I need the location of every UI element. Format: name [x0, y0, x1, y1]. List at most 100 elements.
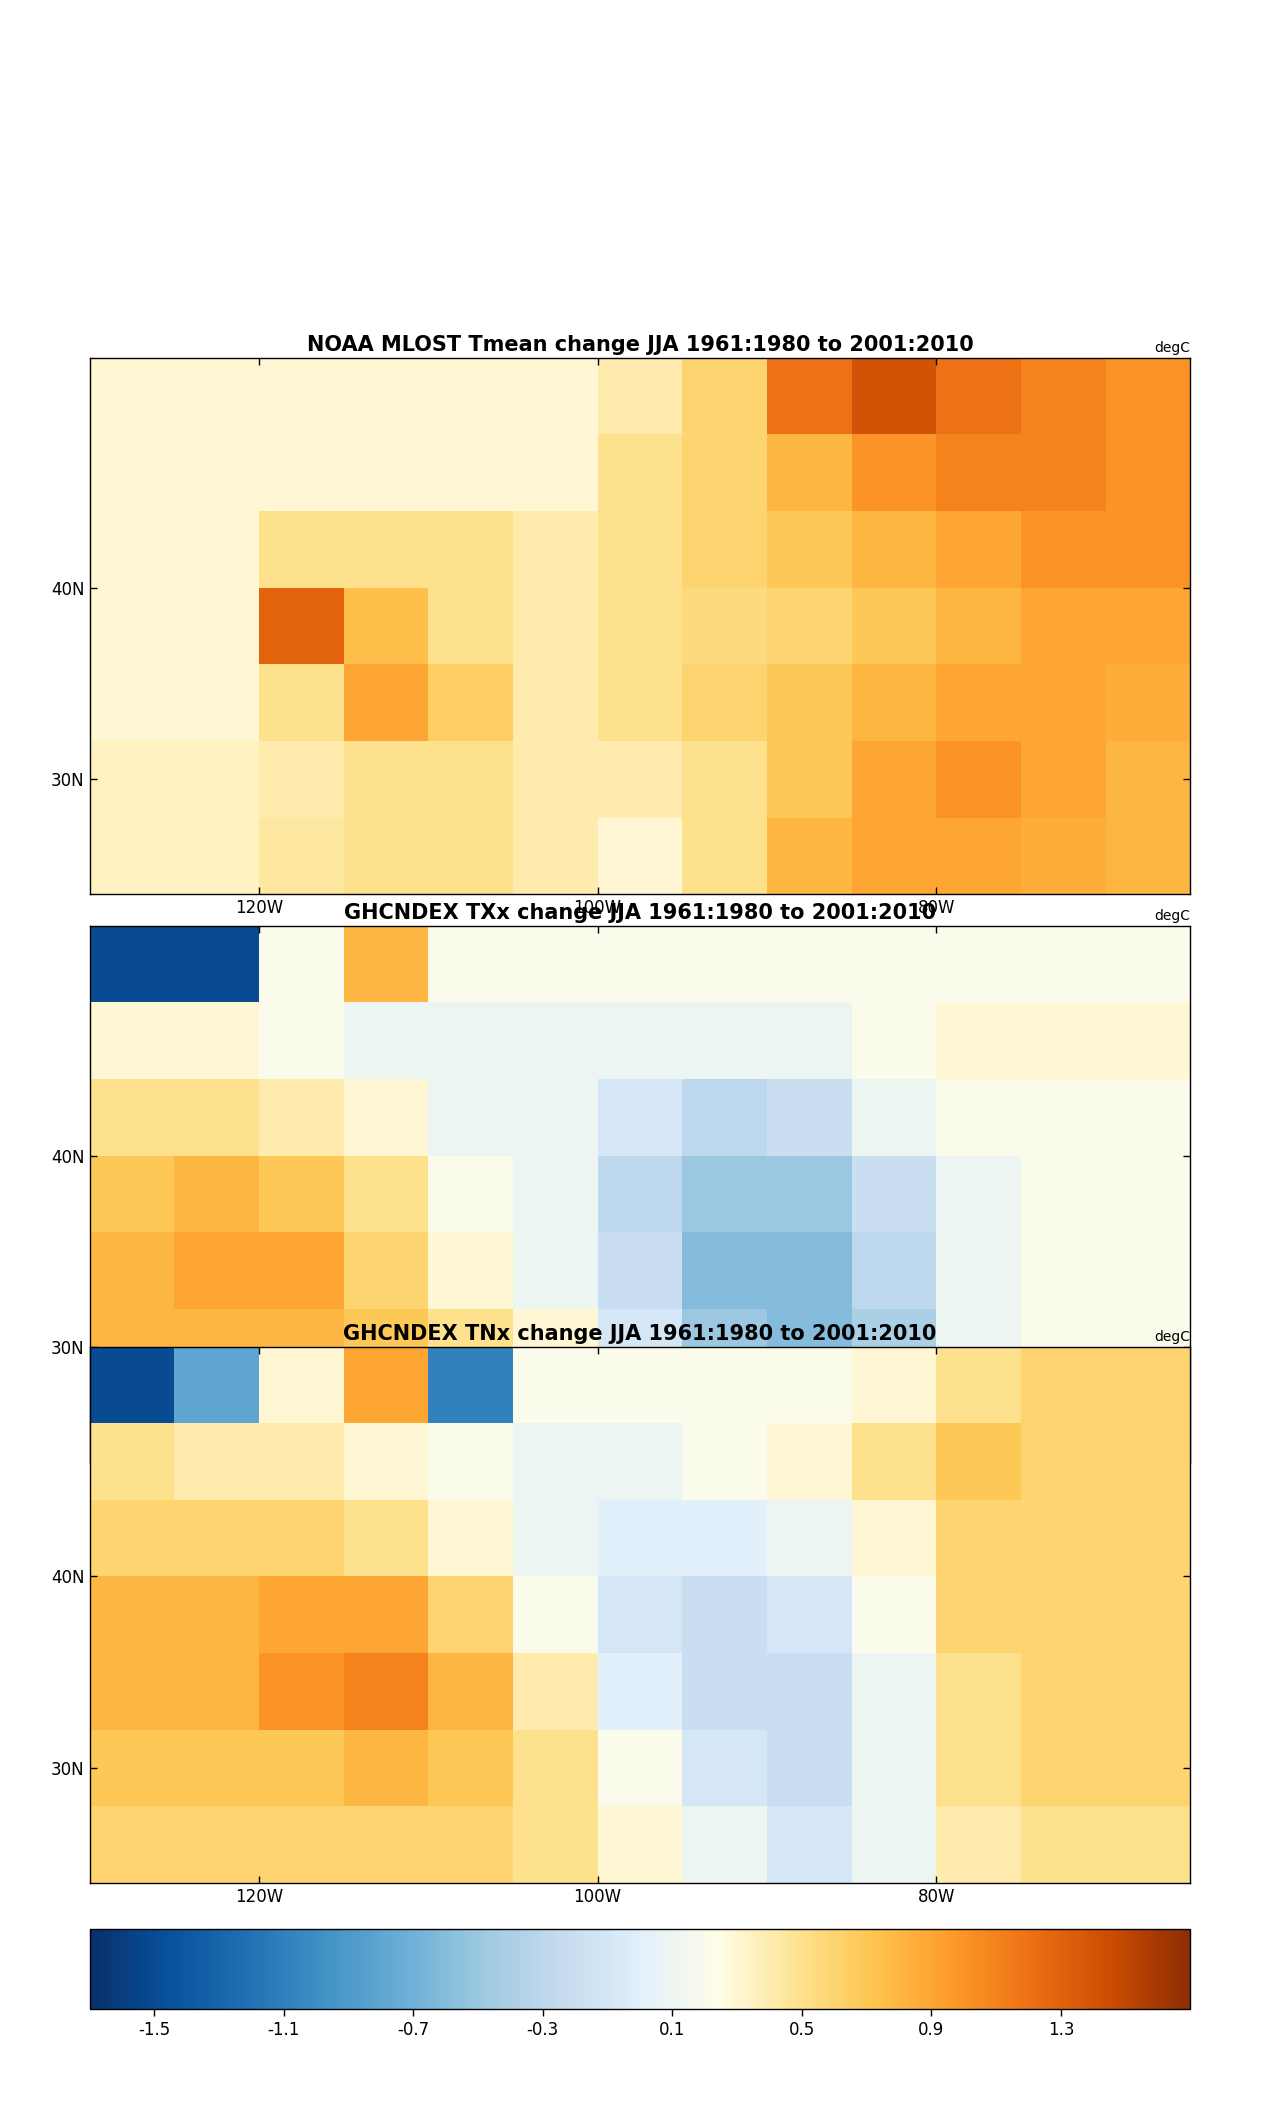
Bar	[174, 665, 259, 741]
Bar	[598, 1079, 682, 1155]
Bar	[682, 1807, 767, 1883]
Bar	[1106, 665, 1190, 741]
Bar	[174, 1079, 259, 1155]
Bar	[174, 358, 259, 433]
Bar	[682, 818, 767, 894]
Bar	[429, 1500, 513, 1576]
Bar	[1021, 1155, 1106, 1233]
Bar	[682, 741, 767, 818]
Bar	[513, 1729, 598, 1807]
Bar	[259, 1002, 343, 1079]
Bar	[174, 1233, 259, 1309]
Bar	[767, 433, 851, 511]
Bar	[174, 818, 259, 894]
Bar	[429, 665, 513, 741]
Bar	[1106, 1309, 1190, 1387]
Bar	[598, 1807, 682, 1883]
Bar	[513, 1233, 598, 1309]
Bar	[174, 1155, 259, 1233]
Bar	[1021, 1309, 1106, 1387]
Bar	[174, 433, 259, 511]
Bar	[259, 1500, 343, 1576]
Text: degC: degC	[1155, 341, 1190, 356]
Bar	[937, 1500, 1021, 1576]
Bar	[851, 1347, 937, 1422]
Bar	[259, 1347, 343, 1422]
Bar	[174, 741, 259, 818]
Bar	[767, 1233, 851, 1309]
Bar	[429, 587, 513, 665]
Bar	[174, 1347, 259, 1422]
Bar	[598, 358, 682, 433]
Bar	[1106, 433, 1190, 511]
Bar	[937, 1729, 1021, 1807]
Bar	[767, 358, 851, 433]
Bar	[174, 1422, 259, 1500]
Bar	[174, 926, 259, 1002]
Bar	[851, 1155, 937, 1233]
Bar	[598, 1387, 682, 1462]
Bar	[851, 1002, 937, 1079]
Bar	[682, 511, 767, 587]
Bar	[1106, 358, 1190, 433]
Bar	[343, 358, 429, 433]
Bar	[1021, 511, 1106, 587]
Bar	[851, 1576, 937, 1654]
Bar	[343, 1155, 429, 1233]
Bar	[682, 433, 767, 511]
Bar	[90, 1654, 174, 1729]
Bar	[259, 433, 343, 511]
Bar	[259, 926, 343, 1002]
Bar	[598, 1155, 682, 1233]
Bar	[937, 1387, 1021, 1462]
Bar	[1106, 1729, 1190, 1807]
Bar	[767, 1079, 851, 1155]
Bar	[851, 358, 937, 433]
Bar	[1021, 665, 1106, 741]
Bar	[259, 587, 343, 665]
Bar	[259, 1807, 343, 1883]
Bar	[429, 741, 513, 818]
Bar	[429, 358, 513, 433]
Bar	[259, 1079, 343, 1155]
Bar	[767, 741, 851, 818]
Bar	[513, 1002, 598, 1079]
Bar	[513, 511, 598, 587]
Bar	[1021, 1079, 1106, 1155]
Bar	[767, 1309, 851, 1387]
Bar	[1021, 1576, 1106, 1654]
Bar	[1106, 1576, 1190, 1654]
Bar	[851, 1387, 937, 1462]
Bar	[937, 1002, 1021, 1079]
Bar	[598, 1729, 682, 1807]
Bar	[1021, 358, 1106, 433]
Bar	[1021, 1729, 1106, 1807]
Bar	[513, 818, 598, 894]
Bar	[259, 1387, 343, 1462]
Bar	[513, 587, 598, 665]
Bar	[1106, 511, 1190, 587]
Bar	[174, 1576, 259, 1654]
Bar	[174, 1500, 259, 1576]
Bar	[1021, 1654, 1106, 1729]
Bar	[682, 1654, 767, 1729]
Bar	[682, 1155, 767, 1233]
Bar	[937, 818, 1021, 894]
Bar	[174, 1309, 259, 1387]
Bar	[259, 741, 343, 818]
Bar	[259, 1233, 343, 1309]
Bar	[90, 1309, 174, 1387]
Bar	[851, 1654, 937, 1729]
Bar	[598, 818, 682, 894]
Bar	[767, 1807, 851, 1883]
Bar	[1021, 1233, 1106, 1309]
Bar	[343, 926, 429, 1002]
Bar	[429, 1155, 513, 1233]
Bar	[513, 1309, 598, 1387]
Bar	[513, 1654, 598, 1729]
Bar	[1106, 1002, 1190, 1079]
Bar	[851, 818, 937, 894]
Bar	[513, 1155, 598, 1233]
Bar	[598, 1347, 682, 1422]
Bar	[598, 1500, 682, 1576]
